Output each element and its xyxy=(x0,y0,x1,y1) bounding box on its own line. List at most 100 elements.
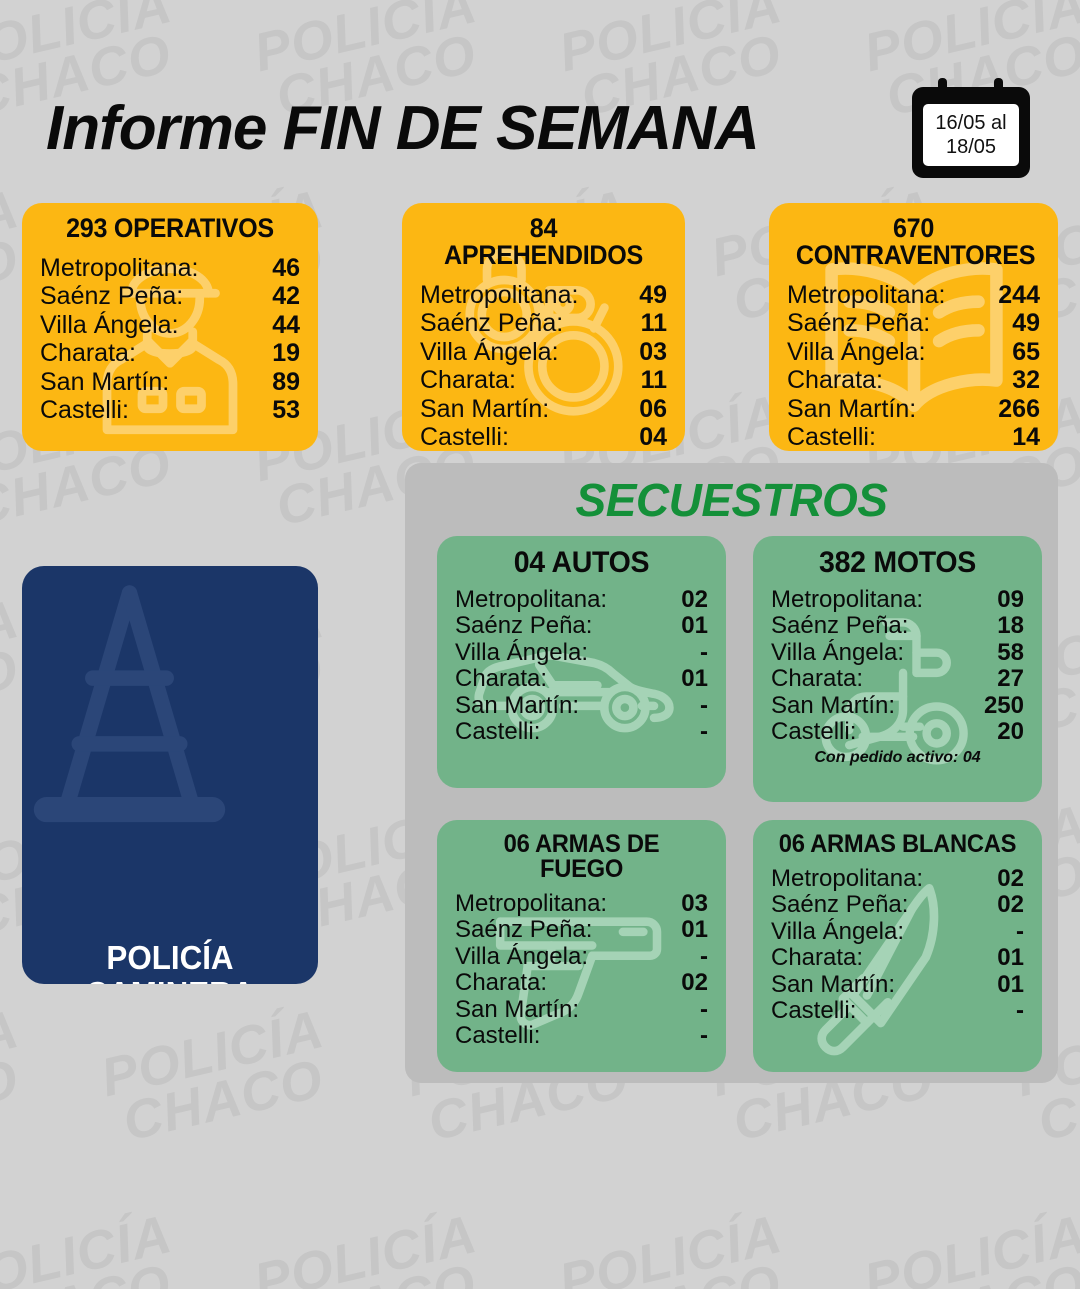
table-row: San Martín: - xyxy=(455,997,708,1023)
region-label: Charata: xyxy=(771,665,864,693)
region-value: 02 xyxy=(681,969,708,997)
region-label: San Martín: xyxy=(420,394,550,423)
table-row: Charata: 02 xyxy=(455,970,708,996)
table-row: Saénz Peña: 49 xyxy=(787,310,1040,339)
table-row: San Martín: 89 xyxy=(40,368,300,397)
region-value: 266 xyxy=(998,394,1040,423)
caminera-title-line1: POLICÍA xyxy=(106,939,234,976)
region-value: 01 xyxy=(997,970,1024,998)
traffic-cone-icon xyxy=(22,566,318,856)
table-row: Villa Ángela: - xyxy=(455,640,708,666)
region-label: Metropolitana: xyxy=(771,586,924,613)
region-value: 44 xyxy=(272,310,300,339)
region-value: 32 xyxy=(1012,366,1040,394)
region-label: Metropolitana: xyxy=(455,586,608,613)
region-label: Saénz Peña: xyxy=(455,916,593,944)
card-autos: 04 AUTOS Metropolitana: 02 Saénz Peña: 01 … xyxy=(437,536,726,788)
region-label: Charata: xyxy=(455,665,548,693)
table-row: Metropolitana: 03 xyxy=(455,891,708,917)
region-label: San Martín: xyxy=(40,367,170,396)
region-value: 09 xyxy=(997,586,1024,613)
region-label: Castelli: xyxy=(40,396,129,424)
region-value: 19 xyxy=(272,339,300,367)
secuestros-title: SECUESTROS xyxy=(575,474,888,526)
card-armas-fuego: 06 ARMAS DE FUEGO Metropolitana: 03 Saénz… xyxy=(437,820,726,1072)
region-label: Metropolitana: xyxy=(420,280,579,309)
region-label: Castelli: xyxy=(455,718,541,746)
region-label: Charata: xyxy=(787,366,883,394)
table-row: Metropolitana: 49 xyxy=(420,281,667,310)
title-fin-de-semana: FIN DE SEMANA xyxy=(282,94,760,163)
table-row: Charata: 11 xyxy=(420,367,667,396)
region-value: 244 xyxy=(998,280,1040,309)
region-label: Metropolitana: xyxy=(40,253,199,282)
region-value: 02 xyxy=(997,865,1024,892)
region-label: Villa Ángela: xyxy=(455,638,588,666)
region-value: 02 xyxy=(681,586,708,613)
region-value: 04 xyxy=(639,423,667,451)
region-value: 01 xyxy=(681,665,708,693)
table-row: San Martín: 06 xyxy=(420,395,667,424)
table-row: Charata: 27 xyxy=(771,666,1024,692)
card-armas-fuego-heading: 06 ARMAS DE FUEGO xyxy=(503,830,660,883)
region-value: 11 xyxy=(640,309,667,337)
region-label: Castelli: xyxy=(455,1022,541,1050)
region-value: 03 xyxy=(639,337,667,366)
table-row: Villa Ángela: - xyxy=(455,944,708,970)
region-value: 42 xyxy=(272,282,300,310)
region-label: Metropolitana: xyxy=(787,280,946,309)
region-label: Saénz Peña: xyxy=(455,612,593,640)
calendar-date-line2: 18/05 xyxy=(945,135,997,158)
card-autos-heading: 04 AUTOS xyxy=(513,546,650,579)
region-label: Charata: xyxy=(420,366,516,394)
page-title: Informe FIN DE SEMANA xyxy=(46,98,760,160)
region-value: 27 xyxy=(997,665,1024,693)
table-row: Metropolitana: 02 xyxy=(455,587,708,613)
region-value: 46 xyxy=(272,253,300,282)
region-value: 11 xyxy=(640,366,667,394)
table-row: Villa Ángela: - xyxy=(771,919,1024,945)
table-row: Castelli: - xyxy=(771,998,1024,1024)
table-row: Villa Ángela: 58 xyxy=(771,640,1024,666)
region-value: - xyxy=(700,942,708,970)
table-row: Villa Ángela: 65 xyxy=(787,338,1040,367)
region-label: Villa Ángela: xyxy=(455,942,588,970)
region-value: - xyxy=(700,691,708,719)
region-value: 65 xyxy=(1012,337,1040,366)
table-row: Castelli: 20 xyxy=(771,719,1024,745)
card-contraventores: 670 CONTRAVENTORES Metropolitana: 244 Saé… xyxy=(769,203,1058,451)
region-label: Saénz Peña: xyxy=(787,309,931,337)
title-informe: Informe xyxy=(46,94,283,163)
region-label: Charata: xyxy=(771,944,864,972)
region-value: 58 xyxy=(997,638,1024,666)
card-motos: 382 MOTOS Metropolitana: 09 Saénz Peña: 18… xyxy=(753,536,1042,802)
calendar-date-line1: 16/05 al xyxy=(935,112,1007,135)
table-row: Saénz Peña: 01 xyxy=(455,613,708,639)
region-value: 01 xyxy=(997,944,1024,972)
region-value: 18 xyxy=(997,612,1024,640)
region-value: 06 xyxy=(639,394,667,423)
region-label: Charata: xyxy=(40,339,136,367)
region-value: - xyxy=(1016,917,1024,945)
table-row: San Martín: 01 xyxy=(771,972,1024,998)
card-policia-caminera: POLICÍA CAMINERA Infracciones Detectadas… xyxy=(22,566,318,984)
region-label: Castelli: xyxy=(771,718,857,746)
region-label: San Martín: xyxy=(455,995,580,1023)
table-row: Metropolitana: 46 xyxy=(40,254,300,283)
region-label: Saénz Peña: xyxy=(420,309,564,337)
table-row: Villa Ángela: 03 xyxy=(420,338,667,367)
card-armas-blancas: 06 ARMAS BLANCAS Metropolitana: 02 Saénz … xyxy=(753,820,1042,1072)
caminera-title-line2: CAMINERA xyxy=(29,975,310,984)
card-motos-note: Con pedido activo: 04 xyxy=(814,748,981,766)
table-row: Metropolitana: 244 xyxy=(787,281,1040,310)
region-value: - xyxy=(1016,997,1024,1025)
region-label: Villa Ángela: xyxy=(420,337,559,366)
region-value: 03 xyxy=(681,890,708,917)
table-row: San Martín: - xyxy=(455,693,708,719)
card-autos-rows: Metropolitana: 02 Saénz Peña: 01 Villa Áng… xyxy=(455,587,708,746)
region-label: Charata: xyxy=(455,969,548,997)
region-label: Metropolitana: xyxy=(771,865,924,892)
table-row: Charata: 01 xyxy=(771,945,1024,971)
calendar-tab-right xyxy=(994,78,1003,94)
